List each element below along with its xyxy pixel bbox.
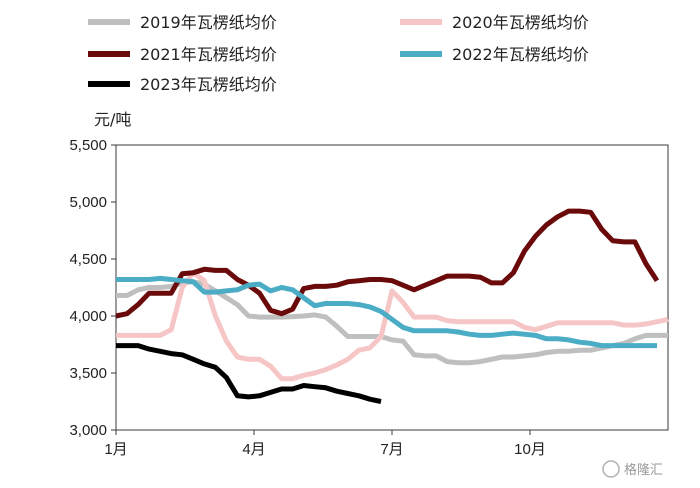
series-line-5: [116, 343, 382, 404]
y-tick-label: 3,000: [69, 422, 107, 439]
y-tick-label: 4,500: [69, 251, 107, 268]
watermark: 格隆汇: [602, 460, 663, 478]
legend-label: 2019年瓦楞纸均价: [140, 13, 277, 32]
series-line-3: [115, 208, 660, 319]
y-tick-label: 5,500: [69, 137, 107, 154]
y-tick-label: 4,000: [69, 308, 107, 325]
series-layer: [115, 208, 669, 404]
watermark-logo-icon: [602, 460, 620, 478]
legend-label: 2023年瓦楞纸均价: [140, 75, 277, 94]
y-tick-label: 5,000: [69, 194, 107, 211]
y-axis: 3,000 3,500 4,000 4,500 5,000 5,500: [69, 137, 116, 439]
legend: 2019年瓦楞纸均价 2020年瓦楞纸均价 2021年瓦楞纸均价 2022年瓦楞纸均价…: [88, 13, 589, 94]
x-tick-label: 7月: [380, 441, 403, 458]
legend-label: 2021年瓦楞纸均价: [140, 45, 277, 64]
x-tick-label: 1月: [104, 441, 127, 458]
x-tick-label: 4月: [242, 441, 265, 458]
legend-label: 2022年瓦楞纸均价: [452, 45, 589, 64]
x-axis: 1月 4月 7月 10月: [104, 430, 546, 458]
y-axis-unit-label: 元/吨: [94, 110, 131, 129]
y-tick-label: 3,500: [69, 365, 107, 382]
x-tick-label: 10月: [514, 441, 546, 458]
watermark-text: 格隆汇: [624, 462, 663, 478]
legend-label: 2020年瓦楞纸均价: [452, 13, 589, 32]
series-line-4: [116, 275, 657, 349]
